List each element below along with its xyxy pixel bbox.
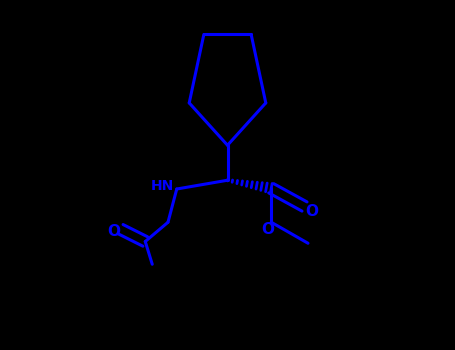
Text: O: O	[261, 222, 274, 237]
Text: HN: HN	[151, 179, 174, 193]
Text: O: O	[107, 224, 120, 238]
Text: O: O	[305, 204, 318, 219]
